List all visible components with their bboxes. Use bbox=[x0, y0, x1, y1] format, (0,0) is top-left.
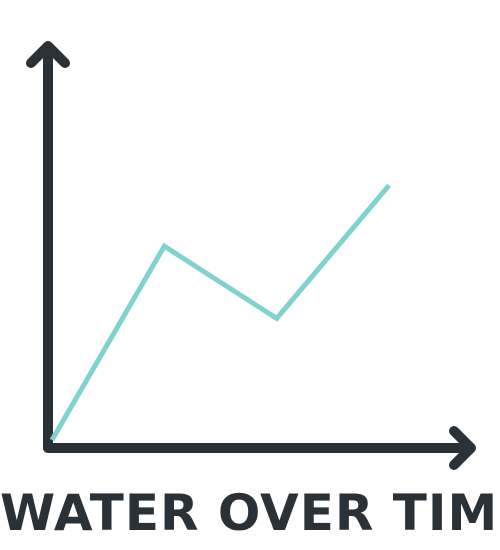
series-line-0 bbox=[52, 185, 389, 440]
series bbox=[52, 185, 389, 440]
axes bbox=[31, 46, 471, 465]
chart-title: WATER OVER TIME bbox=[0, 478, 500, 548]
chart bbox=[0, 0, 500, 480]
